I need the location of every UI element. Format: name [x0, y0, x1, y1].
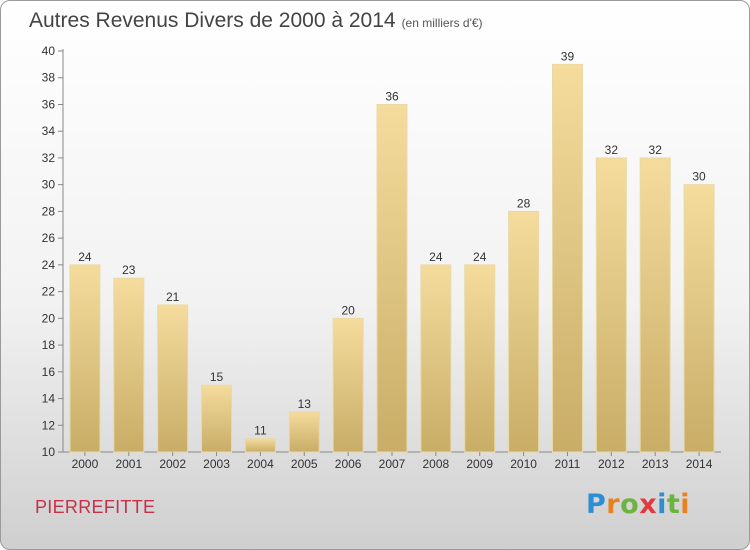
- x-tick-label: 2008: [423, 457, 450, 471]
- location-label: PIERREFITTE: [35, 497, 156, 517]
- logo-letter: o: [620, 489, 640, 520]
- chart-title: Autres Revenus Divers de 2000 à 2014 (en …: [29, 9, 483, 33]
- x-tick-label: 2002: [159, 457, 186, 471]
- x-tick-label: 2012: [598, 457, 625, 471]
- x-tick-label: 2005: [291, 457, 318, 471]
- title-text: Autres Revenus Divers de 2000 à 2014: [29, 9, 396, 32]
- bar: [508, 210, 540, 453]
- x-tick-label: 2010: [510, 457, 537, 471]
- bar-value-label: 24: [78, 250, 92, 264]
- bar-value-label: 36: [385, 89, 399, 103]
- x-tick-label: 2009: [466, 457, 493, 471]
- bar-value-label: 32: [649, 143, 663, 157]
- x-tick-label: 2000: [72, 457, 99, 471]
- bar-value-label: 11: [254, 424, 267, 438]
- bar-value-label: 20: [341, 303, 355, 317]
- bar: [201, 384, 233, 453]
- y-tick-label: 32: [42, 151, 56, 165]
- bar-value-label: 39: [561, 49, 575, 63]
- logo-letter: i: [657, 489, 667, 520]
- y-tick-label: 22: [42, 285, 56, 299]
- logo-letter: P: [586, 489, 607, 520]
- logo-letter: r: [606, 489, 621, 520]
- bar: [420, 264, 452, 453]
- logo-letter: i: [680, 489, 691, 520]
- proxiti-logo: Proxiti: [586, 489, 690, 520]
- x-tick-label: 2004: [247, 457, 274, 471]
- bar-value-label: 13: [298, 397, 312, 411]
- y-tick-label: 30: [42, 178, 56, 192]
- chart-subtitle: (en milliers d'€): [401, 16, 483, 30]
- bar-value-label: 24: [473, 250, 487, 264]
- x-tick-label: 2001: [115, 457, 142, 471]
- y-tick-label: 24: [42, 258, 56, 272]
- y-tick-label: 14: [42, 392, 56, 406]
- y-tick-label: 38: [42, 71, 56, 85]
- bar: [464, 264, 496, 453]
- y-tick-label: 16: [42, 365, 56, 379]
- bar: [157, 304, 189, 453]
- y-tick-label: 10: [42, 445, 56, 459]
- x-tick-label: 2014: [686, 457, 713, 471]
- bar: [639, 157, 671, 453]
- y-tick-label: 18: [42, 338, 56, 352]
- x-tick-label: 2003: [203, 457, 230, 471]
- bar: [683, 184, 715, 453]
- bar-value-label: 23: [122, 263, 136, 277]
- y-tick-label: 34: [42, 124, 56, 138]
- y-tick-label: 26: [42, 231, 56, 245]
- y-tick-label: 36: [42, 97, 56, 111]
- bar: [288, 411, 320, 453]
- bar: [595, 157, 627, 453]
- y-tick-label: 12: [42, 418, 56, 432]
- x-tick-label: 2013: [642, 457, 669, 471]
- x-tick-label: 2007: [379, 457, 406, 471]
- bar-value-label: 30: [692, 170, 706, 184]
- bar-value-label: 24: [429, 250, 443, 264]
- bar-value-label: 15: [210, 370, 224, 384]
- bar: [69, 264, 101, 453]
- x-tick-label: 2011: [555, 457, 581, 471]
- logo-letter: x: [639, 489, 658, 520]
- bar: [551, 63, 583, 453]
- bar-value-label: 28: [517, 196, 531, 210]
- y-tick-label: 40: [42, 44, 56, 58]
- y-tick-label: 28: [42, 204, 56, 218]
- logo-letter: t: [666, 489, 681, 520]
- bar: [244, 438, 276, 453]
- y-tick-label: 20: [42, 311, 56, 325]
- bar: [332, 317, 364, 453]
- x-tick-label: 2006: [335, 457, 362, 471]
- bar: [376, 103, 408, 453]
- bar-value-label: 32: [605, 143, 619, 157]
- bar: [113, 277, 145, 453]
- bar-value-label: 21: [166, 290, 180, 304]
